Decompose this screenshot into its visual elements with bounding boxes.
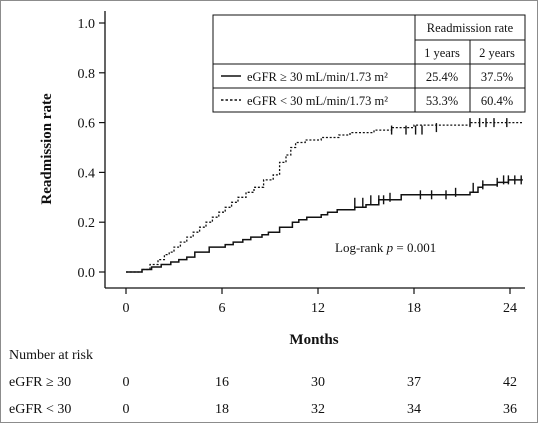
risk-row-label-egfr-ge30: eGFR ≥ 30 [9,375,71,390]
risk-value: 0 [123,375,130,390]
legend-value-ge30-2yr: 37.5% [481,70,513,84]
y-axis-label: Readmission rate [39,93,55,205]
legend-table-header: Readmission rate [427,21,514,35]
x-tick-label: 12 [311,301,325,316]
legend-value-lt30-1yr: 53.3% [426,94,458,108]
y-tick-label: 0.6 [78,117,96,132]
risk-table-title: Number at risk [9,348,93,363]
legend-col-2yr: 2 years [479,46,515,60]
risk-value: 36 [503,402,517,417]
x-tick-label: 0 [123,301,130,316]
risk-value: 42 [503,375,517,390]
x-tick-label: 18 [407,301,421,316]
risk-value: 0 [123,402,130,417]
legend-col-1yr: 1 years [424,46,460,60]
risk-value: 37 [407,375,421,390]
x-tick-label: 6 [219,301,226,316]
legend-label-egfr-ge30: eGFR ≥ 30 mL/min/1.73 m² [247,70,388,84]
risk-value: 30 [311,375,325,390]
risk-row-label-egfr-lt30: eGFR < 30 [9,402,71,417]
y-tick-label: 0.0 [78,266,96,281]
x-axis-label: Months [289,332,338,348]
legend-label-egfr-lt30: eGFR < 30 mL/min/1.73 m² [247,94,388,108]
risk-value: 34 [407,402,421,417]
legend-value-lt30-2yr: 60.4% [481,94,513,108]
y-tick-label: 0.8 [78,67,96,82]
risk-table: Number at risk eGFR ≥ 30 eGFR < 30 0 16 30… [9,348,517,417]
logrank-annotation: Log-rank p = 0.001 [335,240,436,255]
km-curve-egfr-ge30 [126,179,523,273]
risk-value: 32 [311,402,325,417]
y-tick-label: 0.2 [78,216,96,231]
legend-value-ge30-1yr: 25.4% [426,70,458,84]
risk-value: 16 [215,375,229,390]
legend-table: Readmission rate 1 years 2 years eGFR ≥ … [212,14,526,113]
risk-value: 18 [215,402,229,417]
y-tick-label: 1.0 [78,17,96,32]
km-curve-egfr-lt30 [126,121,523,273]
y-tick-label: 0.4 [78,166,96,181]
x-tick-label: 24 [503,301,517,316]
